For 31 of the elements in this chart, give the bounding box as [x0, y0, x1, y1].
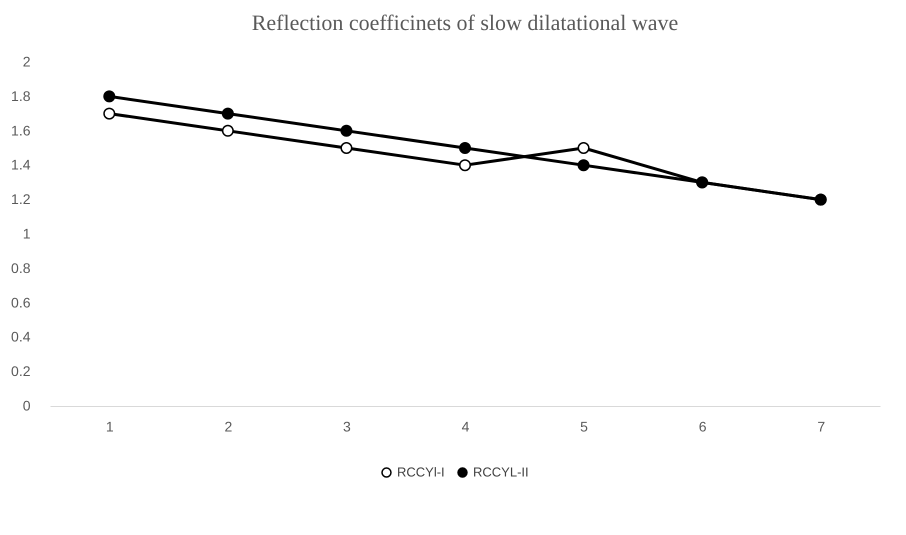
- point: [578, 142, 590, 154]
- point: [340, 124, 352, 137]
- point: [103, 108, 116, 120]
- legend-label: RCCYl-I: [397, 464, 445, 480]
- x-tick-label: 7: [817, 418, 826, 434]
- point: [459, 159, 471, 172]
- x-tick-label: 5: [580, 418, 588, 434]
- y-tick-label: 1.6: [11, 122, 31, 138]
- legend-label: RCCYL-II: [473, 464, 529, 480]
- x-tick-label: 6: [698, 418, 707, 434]
- y-tick-label: 0: [22, 398, 31, 414]
- y-tick-label: 2: [22, 54, 31, 70]
- y-tick-label: 0.6: [11, 294, 31, 310]
- x-tick-label: 2: [224, 418, 232, 434]
- point: [340, 142, 352, 154]
- y-tick-label: 1: [22, 226, 31, 242]
- point: [578, 159, 590, 172]
- x-tick-label: 1: [106, 418, 114, 434]
- point: [222, 108, 234, 120]
- y-tick-label: 1.4: [11, 156, 31, 173]
- point: [459, 142, 471, 154]
- y-tick-label: 1.8: [11, 88, 31, 104]
- x-tick-label: 3: [343, 418, 352, 434]
- chart-title: Reflection coefficinets of slow dilatational wave: [252, 10, 678, 35]
- x-tick-label: 4: [462, 418, 470, 434]
- point: [222, 124, 234, 137]
- point: [103, 90, 116, 102]
- y-tick-label: 1.2: [11, 191, 31, 208]
- y-tick-label: 0.8: [11, 260, 31, 276]
- y-tick-label: 0.4: [11, 328, 31, 345]
- y-tick-label: 0.2: [11, 363, 31, 380]
